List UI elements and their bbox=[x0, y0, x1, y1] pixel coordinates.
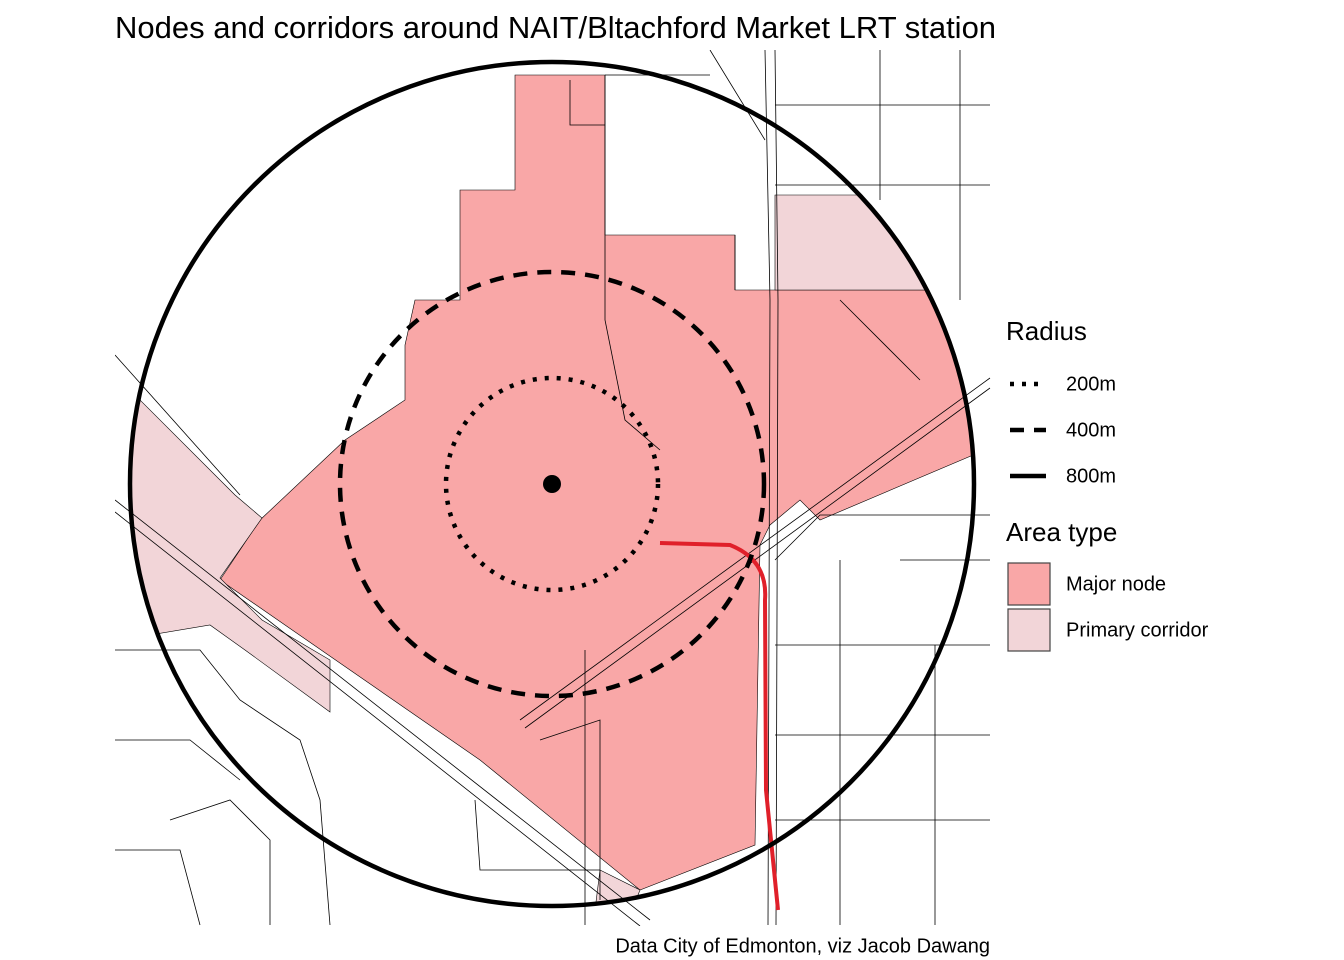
legend-label: Major node bbox=[1066, 573, 1166, 595]
legend-key bbox=[1007, 608, 1051, 652]
radius-800m bbox=[127, 59, 977, 909]
legend-title: Radius bbox=[1006, 316, 1087, 346]
legend: Radius 200m 400m 800m Area type Major no… bbox=[1006, 316, 1209, 652]
primary-corridor-area bbox=[128, 379, 331, 713]
area-polygons bbox=[128, 74, 976, 908]
major-node-area bbox=[219, 74, 976, 891]
legend-title: Area type bbox=[1006, 517, 1117, 547]
primary-corridor-area bbox=[774, 194, 931, 291]
legend-label: Primary corridor bbox=[1066, 619, 1209, 641]
caption: Data City of Edmonton, viz Jacob Dawang bbox=[615, 935, 990, 957]
streets bbox=[115, 50, 991, 926]
legend-key bbox=[1007, 562, 1051, 606]
legend-label: 400m bbox=[1066, 419, 1116, 441]
legend-label: 800m bbox=[1066, 465, 1116, 487]
lrt-line bbox=[659, 541, 780, 911]
radius-400m bbox=[337, 269, 767, 699]
radius-200m bbox=[443, 375, 661, 593]
station-point bbox=[543, 475, 561, 493]
legend-label: 200m bbox=[1066, 373, 1116, 395]
map-title: Nodes and corridors around NAIT/Bltachfo… bbox=[115, 10, 996, 45]
